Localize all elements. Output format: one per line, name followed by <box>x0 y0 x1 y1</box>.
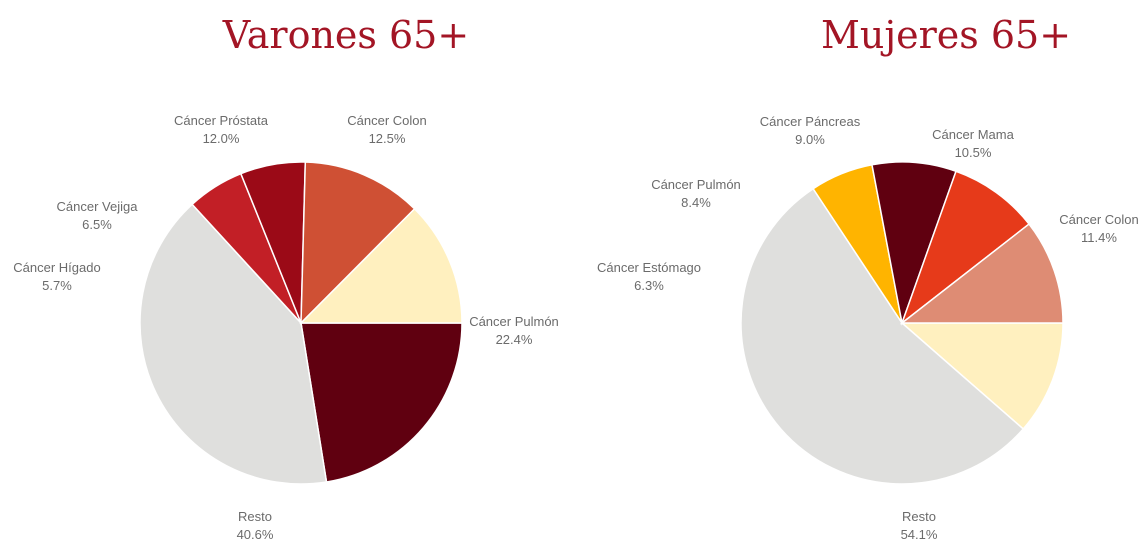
slice-label-cancer-estomago: Cáncer Estómago <box>597 260 701 275</box>
slice-label-cancer-colon: Cáncer Colon <box>347 113 427 128</box>
pie-slice-cancer-pulmon <box>300 322 463 483</box>
pie-chart-varones: Varones 65+ Cáncer Pulmón 22.4% Resto 40.6%… <box>13 13 559 542</box>
pie-slice-cancer-prostata <box>300 161 416 325</box>
chart-title-varones: Varones 65+ <box>222 13 469 57</box>
slice-value-cancer-pulmon: 22.4% <box>496 332 533 347</box>
pie-slice-resto <box>740 187 1025 485</box>
slice-label-cancer-higado: Cáncer Hígado <box>13 260 100 275</box>
pie-slice-cancer-pulmon <box>871 161 957 326</box>
slice-value-resto: 40.6% <box>237 527 274 542</box>
slice-value-cancer-pancreas: 9.0% <box>795 132 825 147</box>
slice-value-cancer-prostata: 12.0% <box>203 131 240 146</box>
chart-title-mujeres: Mujeres 65+ <box>821 13 1071 57</box>
slice-label-cancer-pulmon: Cáncer Pulmón <box>651 177 741 192</box>
slice-value-cancer-estomago: 6.3% <box>634 278 664 293</box>
pie-chart-mujeres: Mujeres 65+ Cáncer Colon 11.4% Resto 54.1% C… <box>597 13 1139 542</box>
slice-value-cancer-mama: 10.5% <box>955 145 992 160</box>
pie-slice-resto <box>139 203 328 485</box>
slice-value-cancer-higado: 5.7% <box>42 278 72 293</box>
slice-value-resto: 54.1% <box>901 527 938 542</box>
pie-slice-cancer-colon <box>299 207 463 324</box>
slice-label-cancer-colon: Cáncer Colon <box>1059 212 1139 227</box>
pie-slice-cancer-pancreas <box>900 170 1031 326</box>
slice-label-cancer-prostata: Cáncer Próstata <box>174 113 269 128</box>
slice-label-resto: Resto <box>238 509 272 524</box>
slice-value-cancer-vejiga: 6.5% <box>82 217 112 232</box>
slice-label-cancer-pancreas: Cáncer Páncreas <box>760 114 861 129</box>
slice-value-cancer-colon: 12.5% <box>369 131 406 146</box>
pie-slice-cancer-mama <box>899 223 1064 324</box>
pie-slice-cancer-colon <box>900 322 1064 431</box>
slice-label-cancer-mama: Cáncer Mama <box>932 127 1014 142</box>
slice-value-cancer-pulmon: 8.4% <box>681 195 711 210</box>
slice-label-cancer-pulmon: Cáncer Pulmón <box>469 314 559 329</box>
slice-label-cancer-vejiga: Cáncer Vejiga <box>57 199 139 214</box>
slice-value-cancer-colon: 11.4% <box>1081 230 1117 245</box>
slice-label-resto: Resto <box>902 509 936 524</box>
